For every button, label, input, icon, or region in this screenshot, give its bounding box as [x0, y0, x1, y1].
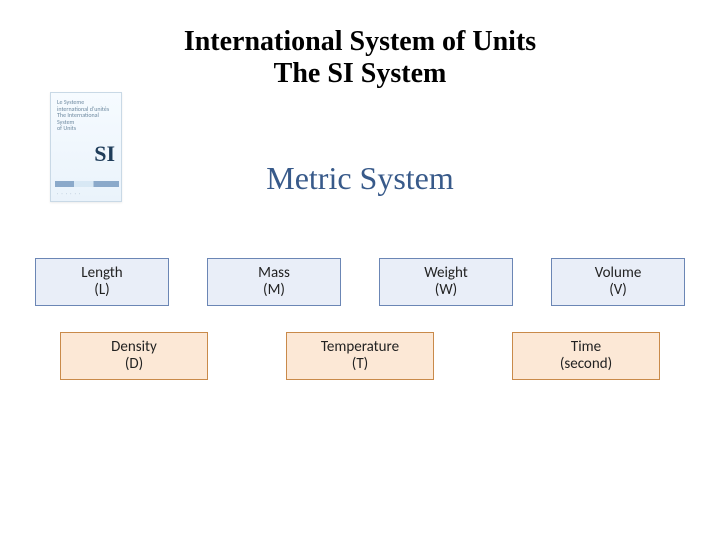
slide: International System of Units The SI Sys…	[0, 0, 720, 540]
cell-label: Weight	[380, 265, 512, 282]
quantities-row-1: Length (L) Mass (M) Weight (W) Volume (V…	[0, 258, 720, 306]
cell-length: Length (L)	[35, 258, 169, 306]
cell-label: Time	[513, 339, 659, 356]
cell-label: Volume	[552, 265, 684, 282]
cell-volume: Volume (V)	[551, 258, 685, 306]
cell-symbol: (second)	[513, 356, 659, 373]
title-line-2: The SI System	[0, 58, 720, 90]
cell-label: Temperature	[287, 339, 433, 356]
cell-density: Density (D)	[60, 332, 208, 380]
cell-symbol: (V)	[552, 282, 684, 299]
title-line-1: International System of Units	[0, 26, 720, 58]
cell-weight: Weight (W)	[379, 258, 513, 306]
cell-label: Length	[36, 265, 168, 282]
cell-time: Time (second)	[512, 332, 660, 380]
cell-mass: Mass (M)	[207, 258, 341, 306]
cell-label: Mass	[208, 265, 340, 282]
cell-temperature: Temperature (T)	[286, 332, 434, 380]
cell-label: Density	[61, 339, 207, 356]
cell-symbol: (L)	[36, 282, 168, 299]
cell-symbol: (M)	[208, 282, 340, 299]
subtitle: Metric System	[0, 160, 720, 197]
cell-symbol: (W)	[380, 282, 512, 299]
title-block: International System of Units The SI Sys…	[0, 26, 720, 90]
cell-symbol: (T)	[287, 356, 433, 373]
book-text: of Units	[57, 125, 115, 132]
cell-symbol: (D)	[61, 356, 207, 373]
quantities-row-2: Density (D) Temperature (T) Time (second…	[0, 332, 720, 380]
